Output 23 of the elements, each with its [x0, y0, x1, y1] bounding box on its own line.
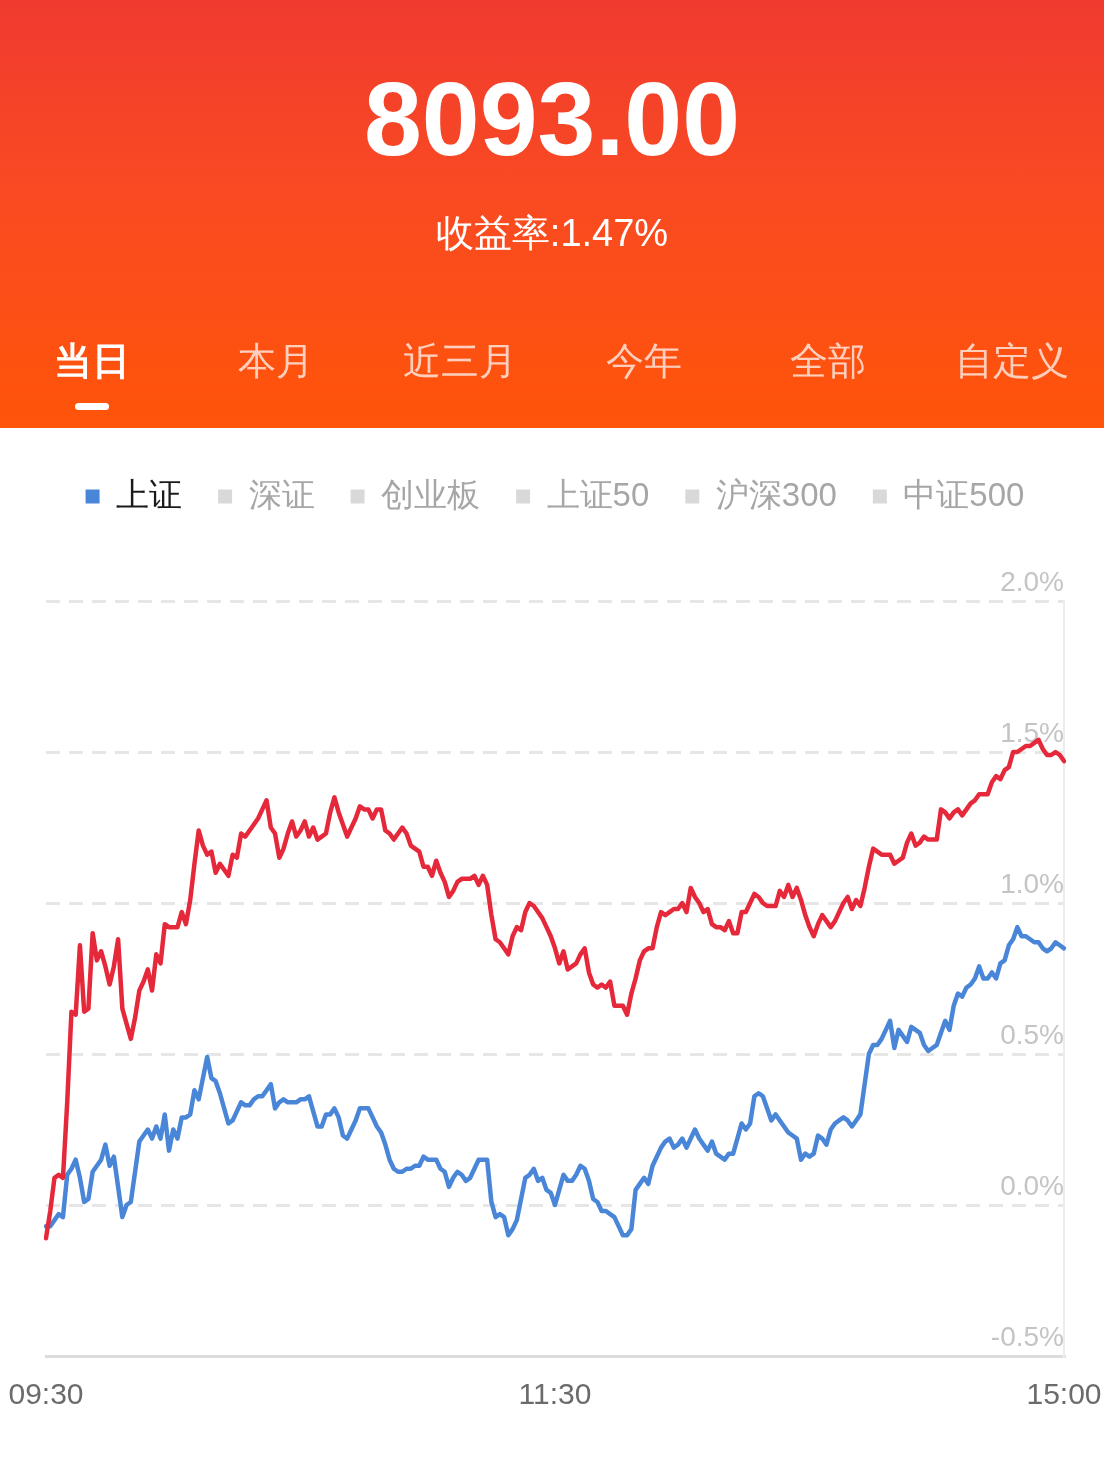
x-tick-label: 15:00 [1026, 1377, 1102, 1411]
y-tick-label: 1.0% [1000, 867, 1064, 899]
x-tick-label: 09:30 [8, 1377, 84, 1411]
legend-label: 沪深300 [715, 475, 837, 513]
text: 今年 [605, 340, 683, 382]
x-tick-label: 11:30 [518, 1377, 592, 1411]
y-tick-label: 0.5% [1000, 1018, 1064, 1050]
y-tick-label: -0.5% [990, 1320, 1064, 1352]
text: 当日 [53, 340, 131, 382]
y-tick-label: 2.0% [1000, 565, 1064, 597]
y-tick-label: 0.0% [1000, 1169, 1064, 1201]
y-tick-label: 1.5% [1000, 716, 1064, 748]
text: 近三月 [402, 340, 518, 382]
text: 全部 [789, 340, 867, 382]
legend-label: 中证500 [903, 475, 1025, 513]
text: 自定义 [954, 340, 1070, 382]
legend-label: 深证 [248, 475, 315, 513]
chart-subtitle: 收益率:1.47% [434, 212, 670, 254]
legend-label: 上证 [116, 475, 183, 513]
text: 本月 [237, 340, 315, 382]
legend-label: 上证50 [546, 475, 650, 513]
legend-label: 创业板 [381, 475, 481, 513]
chart-title: 8093.00 [363, 61, 741, 177]
